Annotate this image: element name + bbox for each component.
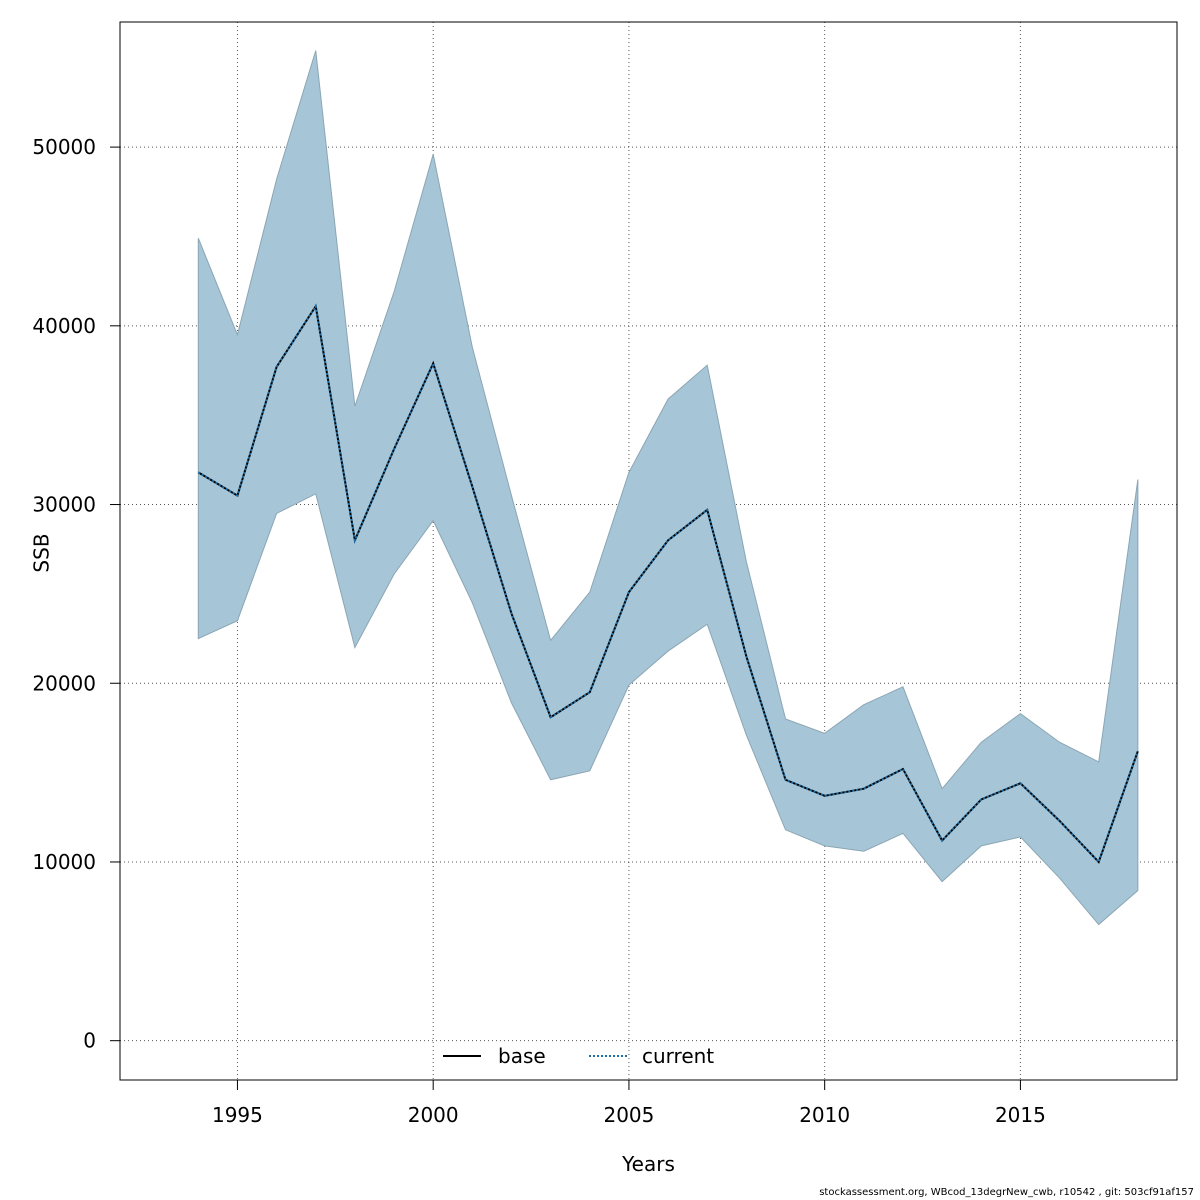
y-tick-label-10000: 10000 — [32, 850, 96, 874]
y-tick-label-50000: 50000 — [32, 135, 96, 159]
x-axis: 1995 2000 2005 2010 2015 — [212, 1080, 1046, 1127]
series-lines — [197, 303, 1139, 864]
confidence-band-area — [197, 50, 1139, 926]
y-tick-label-40000: 40000 — [32, 314, 96, 338]
x-tick-label-2010: 2010 — [799, 1103, 850, 1127]
legend-label-base: base — [498, 1044, 546, 1068]
plot-frame — [119, 21, 1178, 1081]
x-tick-label-1995: 1995 — [212, 1103, 263, 1127]
y-tick-label-20000: 20000 — [32, 671, 96, 695]
y-axis: 0 10000 20000 30000 40000 50000 — [32, 135, 120, 1053]
legend-label-current: current — [642, 1044, 714, 1068]
y-axis-title: SSB — [30, 533, 54, 572]
y-tick-label-30000: 30000 — [32, 493, 96, 517]
confidence-band — [197, 50, 1139, 926]
legend: base current — [443, 1044, 714, 1068]
footer-credit: stockassessment.org, WBcod_13degrNew_cwb… — [819, 1187, 1194, 1198]
y-tick-label-0: 0 — [83, 1029, 96, 1053]
x-axis-title: Years — [621, 1152, 675, 1176]
series-line-current — [197, 303, 1139, 864]
x-tick-label-2015: 2015 — [995, 1103, 1046, 1127]
x-tick-label-2000: 2000 — [408, 1103, 459, 1127]
x-tick-label-2005: 2005 — [603, 1103, 654, 1127]
